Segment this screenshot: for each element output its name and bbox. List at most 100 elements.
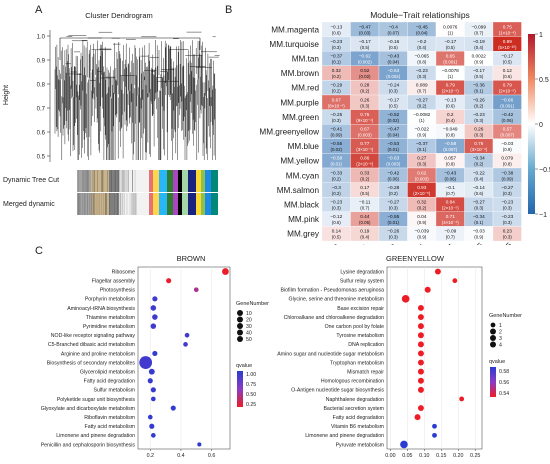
gy-pathway-label: Base excision repair: [337, 306, 384, 312]
heatmap-cell-value: −0.23: [501, 214, 513, 219]
heatmap-cell-pvalue: (0.001): [500, 103, 514, 108]
gy-pathway-label: One carbon pool by folate: [325, 324, 385, 330]
gy-pathway-label: Chloroalkane and chloroalkene degradatio…: [284, 315, 384, 321]
brown-point: [150, 323, 157, 329]
heatmap-cell-value: −0.47: [387, 127, 399, 132]
heatmap-legend-tick-label: 0: [539, 122, 543, 129]
greenyellow-points: [400, 268, 465, 449]
heatmap-title: Module−Trait relationships: [370, 10, 470, 20]
gy-legend-size-label: 1: [499, 323, 502, 329]
merged-color-segment: [109, 193, 119, 215]
tree-cut-color-segment: [91, 170, 109, 192]
brown-point: [152, 314, 158, 320]
gy-point: [459, 396, 465, 402]
heatmap-cell-pvalue: (0.3): [474, 118, 484, 123]
heatmap-cell-value: −0.099: [472, 24, 487, 29]
dendrogram-y-ticks: 1.0 0.9 0.8 0.7 0.6 0.5: [37, 35, 50, 161]
heatmap-cell-pvalue: (0.3): [474, 206, 484, 211]
heatmap-cell-pvalue: (0.4): [360, 235, 370, 240]
brown-legend-dot: [237, 336, 243, 342]
brown-pathway-label: Ribosome: [112, 269, 135, 275]
gy-pathway-label: Lysine degradation: [340, 269, 384, 275]
heatmap-cell-pvalue: (0.6): [474, 191, 484, 196]
gy-point: [417, 386, 424, 393]
heatmap-legend-tick-label: 0.5: [539, 77, 549, 84]
heatmap-cell-pvalue: (0.5): [474, 74, 484, 79]
heatmap-cell-value: 0.76: [474, 141, 484, 146]
heatmap-cell-value: 0.86: [360, 156, 370, 161]
heatmap-cell-value: −0.45: [416, 24, 428, 29]
merged-color-segment: [167, 193, 173, 215]
gy-legend-dot: [490, 341, 496, 348]
heatmap-cell-pvalue: (0.9): [417, 220, 427, 225]
heatmap-cell-pvalue: (3×10⁻⁴): [470, 147, 488, 152]
dendrogram-y-tick-label: 0.6: [37, 131, 46, 137]
heatmap-cell-value: −0.03: [473, 229, 485, 234]
gy-x-tick-label: 0.00: [385, 453, 395, 459]
greenyellow-plot-title: GREENYELLOW: [386, 254, 445, 263]
brown-legend-q-label: 0.75: [246, 382, 256, 388]
heatmap-cell-value: 0.77: [360, 141, 370, 146]
merged-color-segment: [201, 193, 205, 215]
heatmap-cell-pvalue: (5×10⁻²⁰): [498, 45, 517, 50]
heatmap-cell-value: −0.17: [473, 68, 485, 73]
brown-point: [150, 305, 157, 311]
brown-legend-dot: [237, 323, 243, 329]
brown-point: [184, 332, 190, 338]
heatmap-cell-pvalue: (0.04): [388, 60, 400, 65]
heatmap-cell-value: 0.79: [446, 83, 456, 88]
heatmap-cell-pvalue: (0.2): [332, 89, 342, 94]
heatmap-cell-pvalue: (0.5): [389, 103, 399, 108]
heatmap-row-label: MM.black: [284, 201, 320, 210]
heatmap-row-label: MM.brown: [281, 69, 320, 78]
heatmap-cell-value: 0.079: [501, 156, 513, 161]
merged-color-segment: [182, 193, 188, 215]
heatmap-cell-value: 0.26: [474, 127, 484, 132]
heatmap-cell-value: −0.23: [473, 112, 485, 117]
heatmap-cell-pvalue: (0.7): [360, 206, 370, 211]
heatmap-cell-value: 0.23: [503, 229, 513, 234]
heatmap-cell-pvalue: (0.9): [503, 147, 513, 152]
heatmap-column-labels: C0 T2 C2 T7 C7 T15 C15: [328, 240, 515, 245]
dendrogram-y-tick-label: 0.7: [37, 107, 46, 113]
gy-legend-q-label: 0.58: [499, 369, 509, 375]
gy-point: [414, 414, 421, 421]
merged-color-segment: [149, 193, 153, 215]
heatmap-cell-pvalue: (0.3): [360, 103, 370, 108]
heatmap-cell-value: 0.089: [416, 83, 428, 88]
brown-legend-q-title: qvalue: [236, 363, 252, 369]
brown-point: [149, 423, 155, 429]
brown-plot-area: [137, 266, 231, 450]
heatmap-cell-pvalue: (0.007): [443, 147, 457, 152]
heatmap-cell-pvalue: (0.6): [503, 74, 513, 79]
brown-pathway-label: Glyoxylate and dicarboxylate metabolism: [41, 406, 135, 412]
greenyellow-qvalue-legend: 0.58 0.56 0.54: [499, 369, 509, 397]
heatmap-cell-value: −0.38: [501, 170, 513, 175]
heatmap-cell-value: −0.17: [387, 97, 399, 102]
heatmap-cell-value: −0.26: [473, 97, 485, 102]
heatmap-column-label: T2: [356, 242, 369, 245]
heatmap-cell-value: −0.0078: [442, 68, 459, 73]
heatmap-cell-pvalue: (0.06): [445, 176, 457, 181]
heatmap-cell-pvalue: (1×10⁻⁴): [499, 30, 517, 35]
greenyellow-qvalue-colorbar: [490, 367, 496, 397]
merged-color-segment: [153, 193, 159, 215]
heatmap-legend-tick-label: −0.5: [539, 167, 550, 174]
dendrogram-y-tick-label: 0.8: [37, 83, 46, 89]
brown-point: [193, 287, 199, 293]
heatmap-cell-pvalue: (2×10⁻⁶): [356, 162, 373, 167]
heatmap-legend-ticks: 1 0.5 0 −0.5 −1: [535, 32, 550, 219]
heatmap-cell-pvalue: (0.5): [503, 60, 513, 65]
heatmap-cell-value: 0.79: [503, 83, 513, 88]
greenyellow-pathway-labels: Lysine degradation Sulfur relay system Bio…: [277, 269, 384, 448]
gy-legend-q-label: 0.54: [499, 391, 509, 397]
heatmap-cell-value: 0.93: [417, 185, 427, 190]
heatmap-cell-pvalue: (0.3): [417, 74, 427, 79]
dendrogram-tree: [54, 31, 220, 160]
heatmap-cell-pvalue: (3×10⁻⁴): [356, 147, 374, 152]
heatmap-cell-pvalue: (0.03): [359, 30, 371, 35]
heatmap-cell-pvalue: (0.9): [474, 60, 484, 65]
heatmap-cell-value: −0.63: [387, 156, 399, 161]
gy-point: [401, 295, 410, 303]
